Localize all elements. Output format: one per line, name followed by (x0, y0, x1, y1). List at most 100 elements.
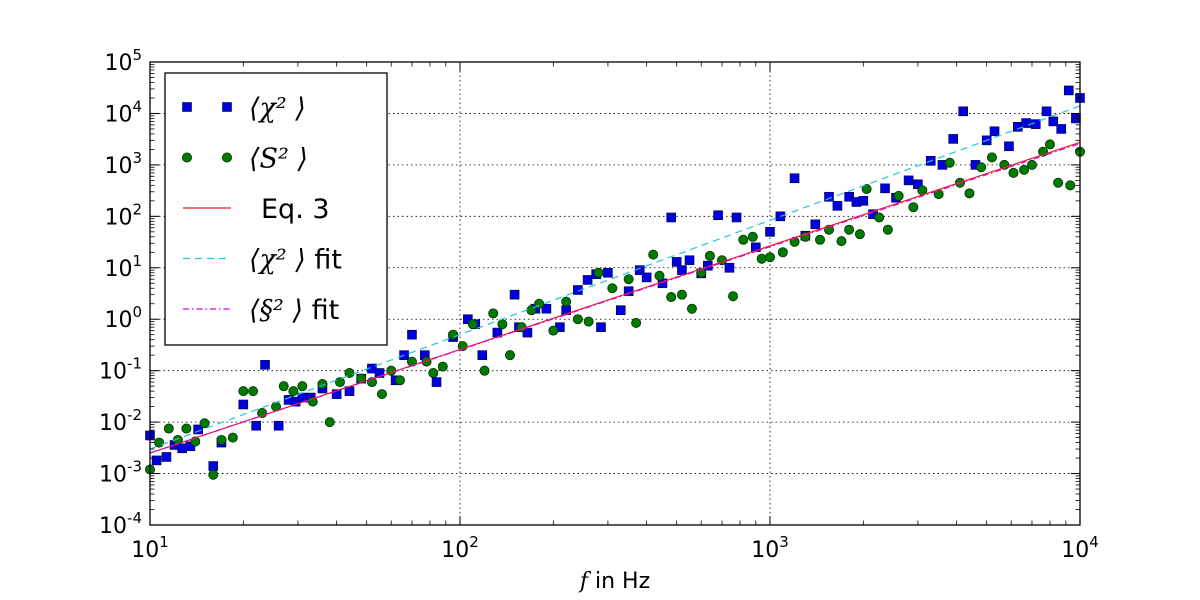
chi2-point (684, 255, 695, 266)
s2-point (1008, 167, 1019, 178)
chi2-point (431, 377, 442, 387)
chi2-point (463, 314, 473, 325)
y-tick-label: 102 (104, 200, 142, 230)
s2-point (163, 423, 174, 434)
s2-point (844, 224, 855, 235)
y-tick-label: 10-4 (99, 509, 142, 539)
chi2-point (1048, 116, 1059, 127)
s2-point (815, 234, 826, 245)
s2-point (756, 253, 767, 264)
chi2-point (161, 452, 172, 462)
chi2-point (251, 420, 261, 431)
s2-point (1053, 177, 1064, 188)
legend-marker (222, 102, 232, 112)
s2fit-line (149, 142, 1081, 454)
s2-point (976, 162, 987, 173)
s2-point (765, 252, 776, 263)
chi2-point (1012, 122, 1023, 132)
chi2-point (948, 134, 959, 144)
chi2fit-line (149, 105, 1081, 450)
chi2-point (238, 399, 249, 410)
legend-math: ⟨§² ⟩ (249, 295, 303, 326)
grid (150, 62, 1080, 525)
chi2-point (177, 443, 187, 454)
s2-point (654, 270, 665, 281)
s2-point (854, 229, 865, 240)
chi2-point (1030, 119, 1041, 129)
s2-point (248, 386, 259, 397)
chi2-point (724, 262, 735, 273)
chi2-point (765, 227, 775, 237)
legend-text: fit (306, 245, 342, 276)
chi2-point (273, 420, 284, 431)
chi2-point (810, 219, 821, 230)
s2-point (666, 292, 677, 303)
chi2-point (844, 191, 854, 202)
x-tick-label: 102 (441, 533, 479, 563)
chi2-point (522, 327, 533, 338)
s2-point (686, 303, 697, 314)
legend-label: ⟨χ² ⟩ fit (249, 245, 342, 276)
s2-point (428, 368, 439, 379)
s2-point (488, 308, 499, 319)
legend-label: ⟨χ² ⟩ (249, 93, 306, 124)
s2-point (216, 434, 227, 445)
legend-math: ⟨S² ⟩ (249, 144, 308, 175)
chi2-point (603, 267, 613, 278)
s2-point (728, 291, 739, 302)
chi2-point (477, 350, 488, 360)
s2-point (505, 350, 516, 361)
legend-label: ⟨§² ⟩ fit (249, 295, 339, 326)
legend-math: ⟨χ² ⟩ (249, 93, 306, 124)
y-tick-label: 10-3 (99, 458, 142, 488)
s2-point (227, 432, 238, 443)
chi2-point (677, 265, 687, 275)
legend-marker (181, 152, 192, 163)
y-tick-label: 100 (104, 303, 142, 333)
y-tick-label: 103 (104, 149, 142, 179)
legend-box (164, 72, 388, 346)
s2-point (288, 386, 299, 397)
x-axis-label: f in Hz (578, 569, 650, 594)
s2-point (297, 381, 308, 392)
plot-frame (149, 61, 1081, 526)
s2-point (631, 317, 642, 328)
s2-point (583, 316, 594, 327)
chi2-point (880, 183, 890, 194)
s2-point (623, 274, 634, 285)
x-tick-label: 103 (751, 533, 789, 563)
chi2-point (615, 305, 626, 315)
series-s2 (144, 139, 1086, 480)
s2-point (376, 389, 387, 400)
s2-point (572, 314, 583, 325)
chi2-point (509, 289, 520, 300)
series-s2fit (149, 142, 1081, 454)
s2-point (181, 423, 192, 434)
chi2-point (1063, 85, 1074, 96)
s2-point (278, 381, 289, 392)
legend-marker (221, 152, 232, 163)
chi2-point (541, 303, 552, 314)
tick-labels: 101 102 103 104 10-4 10-3 10-2 10-1 100 101 102 103… (99, 46, 1099, 563)
chi2-point (260, 360, 270, 370)
chi2-point (666, 212, 676, 223)
s2-point (497, 319, 508, 330)
legend-text: fit (303, 295, 339, 326)
s2-point (317, 379, 328, 390)
legend-item-s2: ⟨S² ⟩ (181, 144, 308, 175)
s2-point (964, 188, 975, 199)
s2-point (882, 224, 893, 235)
s2-point (1026, 159, 1037, 170)
plot-series (144, 85, 1086, 480)
s2-point (467, 319, 478, 330)
legend-item-s2fit: ⟨§² ⟩ fit (183, 295, 339, 326)
legend-item-eq3: Eq. 3 (183, 194, 330, 225)
s2-point (394, 375, 405, 386)
x-tick-label: 101 (131, 533, 169, 563)
y-tick-label: 104 (104, 97, 142, 127)
chi2-point (858, 196, 869, 206)
s2-point (986, 152, 997, 163)
ticks (149, 61, 1081, 526)
s2-point (344, 368, 355, 379)
legend-text: Eq. 3 (261, 194, 330, 225)
